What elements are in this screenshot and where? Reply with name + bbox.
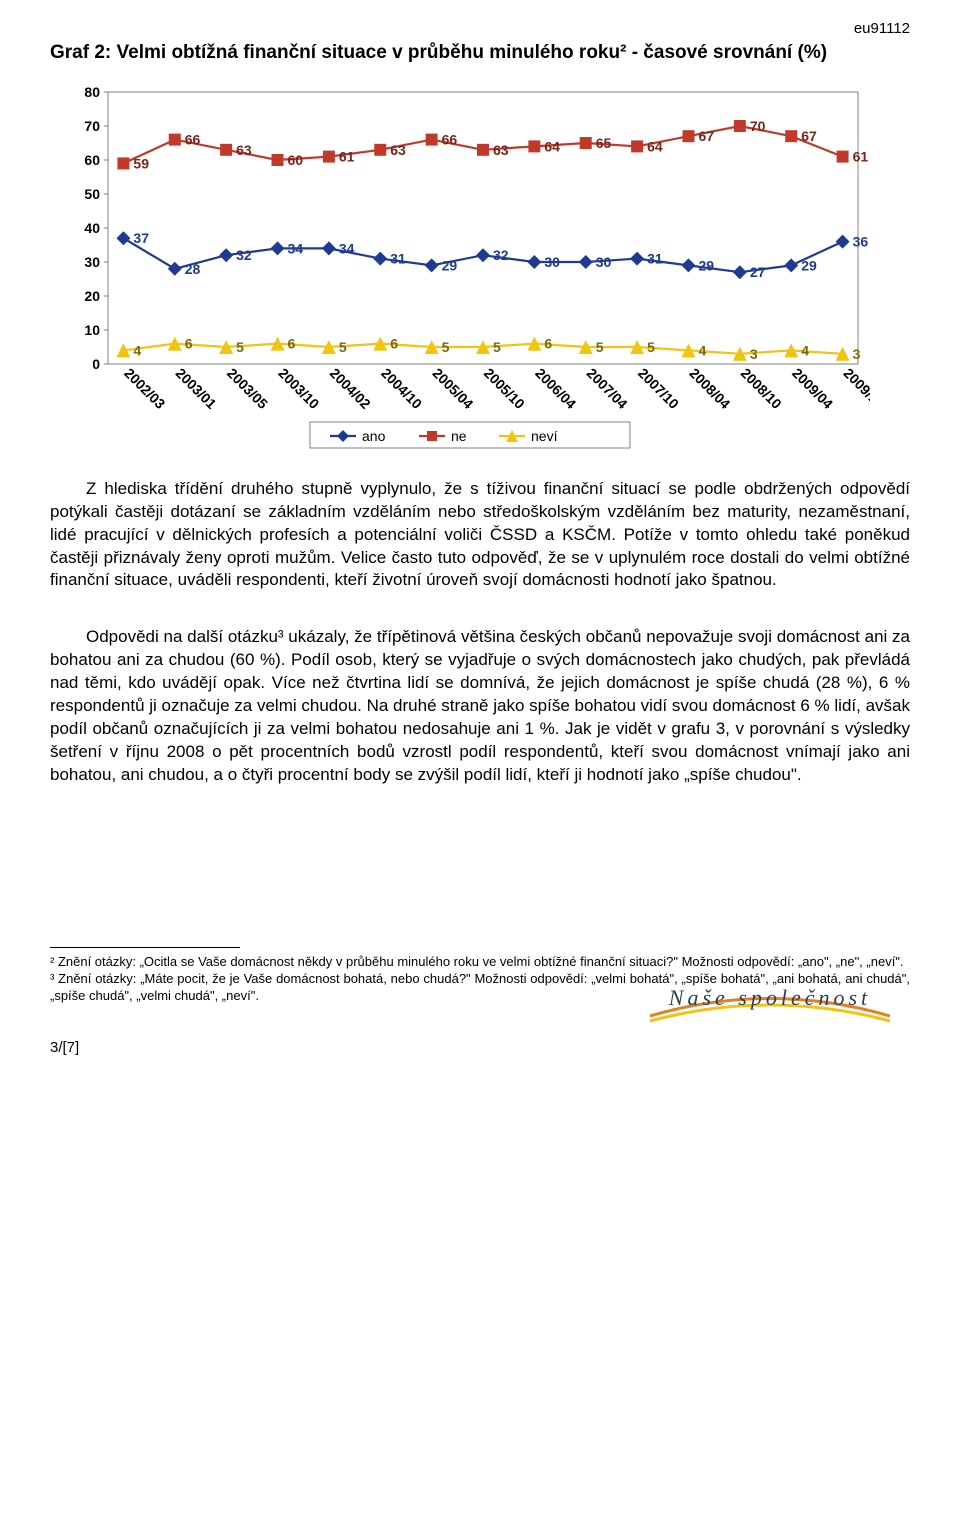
svg-text:59: 59 — [133, 155, 149, 171]
svg-text:65: 65 — [596, 135, 612, 151]
svg-text:31: 31 — [390, 250, 406, 266]
svg-text:40: 40 — [84, 220, 100, 236]
svg-text:ne: ne — [451, 428, 467, 444]
svg-text:2005/04: 2005/04 — [430, 364, 477, 411]
svg-text:2003/10: 2003/10 — [275, 364, 322, 411]
svg-text:66: 66 — [442, 131, 458, 147]
svg-text:29: 29 — [801, 257, 817, 273]
svg-text:36: 36 — [853, 233, 869, 249]
svg-text:70: 70 — [84, 118, 100, 134]
svg-text:2002/03: 2002/03 — [121, 364, 168, 411]
svg-text:61: 61 — [339, 148, 355, 164]
svg-text:2006/04: 2006/04 — [532, 364, 579, 411]
svg-text:31: 31 — [647, 250, 663, 266]
svg-text:67: 67 — [801, 128, 817, 144]
svg-text:5: 5 — [596, 339, 604, 355]
svg-text:2003/01: 2003/01 — [173, 364, 220, 411]
svg-text:2009/04: 2009/04 — [789, 364, 836, 411]
svg-text:30: 30 — [596, 254, 612, 270]
footnote-rule — [50, 947, 240, 948]
svg-text:34: 34 — [339, 240, 355, 256]
svg-text:80: 80 — [84, 84, 100, 100]
svg-text:28: 28 — [185, 260, 201, 276]
svg-text:27: 27 — [750, 264, 766, 280]
svg-text:2004/02: 2004/02 — [327, 364, 374, 411]
svg-text:Naše společnost: Naše společnost — [668, 985, 871, 1010]
svg-text:4: 4 — [133, 342, 141, 358]
svg-text:20: 20 — [84, 288, 100, 304]
svg-text:2005/10: 2005/10 — [481, 364, 528, 411]
svg-text:63: 63 — [390, 141, 406, 157]
chart-title: Graf 2: Velmi obtížná finanční situace v… — [50, 41, 910, 66]
svg-text:34: 34 — [288, 240, 304, 256]
svg-text:2003/05: 2003/05 — [224, 364, 271, 411]
svg-text:61: 61 — [853, 148, 869, 164]
svg-text:6: 6 — [390, 335, 398, 351]
svg-text:30: 30 — [84, 254, 100, 270]
svg-text:6: 6 — [185, 335, 193, 351]
svg-text:2004/10: 2004/10 — [378, 364, 425, 411]
svg-text:6: 6 — [288, 335, 296, 351]
svg-text:50: 50 — [84, 186, 100, 202]
svg-text:37: 37 — [133, 230, 149, 246]
svg-text:60: 60 — [288, 152, 304, 168]
svg-text:2007/10: 2007/10 — [635, 364, 682, 411]
svg-text:3: 3 — [750, 345, 758, 361]
logo: Naše společnost — [640, 971, 900, 1036]
svg-text:5: 5 — [442, 339, 450, 355]
svg-text:67: 67 — [698, 128, 714, 144]
svg-text:2008/04: 2008/04 — [686, 364, 733, 411]
svg-text:4: 4 — [698, 342, 706, 358]
svg-text:64: 64 — [544, 138, 560, 154]
svg-text:neví: neví — [531, 428, 558, 444]
svg-text:5: 5 — [236, 339, 244, 355]
svg-text:2008/10: 2008/10 — [738, 364, 785, 411]
doc-code: eu91112 — [50, 20, 910, 37]
svg-text:0: 0 — [92, 356, 100, 372]
svg-text:6: 6 — [544, 335, 552, 351]
svg-text:63: 63 — [236, 141, 252, 157]
logo-svg: Naše společnost — [640, 971, 900, 1031]
paragraph-2: Odpovědi na další otázku³ ukázaly, že tř… — [50, 626, 910, 787]
svg-text:32: 32 — [236, 247, 252, 263]
page-number: 3/[7] — [50, 1039, 910, 1056]
paragraph-1: Z hlediska třídění druhého stupně vyplyn… — [50, 478, 910, 593]
svg-text:5: 5 — [339, 339, 347, 355]
svg-text:5: 5 — [493, 339, 501, 355]
svg-text:66: 66 — [185, 131, 201, 147]
svg-text:60: 60 — [84, 152, 100, 168]
svg-text:29: 29 — [698, 257, 714, 273]
svg-text:63: 63 — [493, 141, 509, 157]
svg-text:2007/04: 2007/04 — [584, 364, 631, 411]
svg-text:5: 5 — [647, 339, 655, 355]
svg-text:2009/10: 2009/10 — [840, 364, 870, 411]
svg-text:29: 29 — [442, 257, 458, 273]
line-chart: 0102030405060708037283234343129323030312… — [70, 84, 870, 464]
svg-text:ano: ano — [362, 428, 386, 444]
svg-text:3: 3 — [853, 345, 861, 361]
svg-text:70: 70 — [750, 118, 766, 134]
svg-text:30: 30 — [544, 254, 560, 270]
svg-text:32: 32 — [493, 247, 509, 263]
svg-text:64: 64 — [647, 138, 663, 154]
footnote-2: ² Znění otázky: „Ocitla se Vaše domácnos… — [50, 954, 910, 971]
svg-text:4: 4 — [801, 342, 809, 358]
chart-container: 0102030405060708037283234343129323030312… — [70, 84, 910, 464]
svg-text:10: 10 — [84, 322, 100, 338]
